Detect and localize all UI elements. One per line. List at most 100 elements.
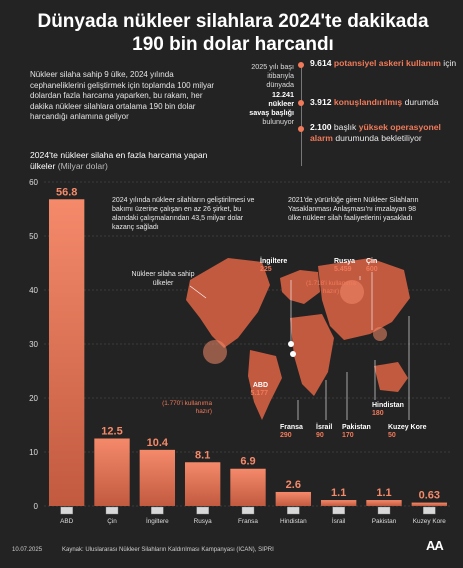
bar — [184, 462, 221, 506]
side-stat-number: 12.241 — [272, 89, 294, 99]
map-label-value: 5.459 — [334, 266, 352, 274]
x-tick-label: ABD — [60, 518, 74, 525]
map-label-value: 90 — [316, 432, 324, 440]
map-label-name: ABD — [252, 382, 268, 389]
side-stat-line: savaş başlığı — [249, 108, 294, 118]
world-map — [186, 258, 410, 420]
stat-item: 2.100 başlık yüksek operasyonel alarm du… — [310, 122, 460, 144]
y-axis-ticks: 0 10 20 30 40 50 60 — [29, 178, 38, 511]
y-tick-label: 30 — [29, 340, 38, 349]
stat-number: 2.100 — [310, 122, 332, 132]
timeline-dot — [298, 62, 304, 68]
stat-number: 3.912 — [310, 97, 332, 107]
map-label-value: 180 — [372, 410, 384, 418]
x-tick-label: Rusya — [194, 518, 213, 525]
chart-unit: (Milyar dolar) — [57, 161, 108, 171]
intro-text: Nükleer silaha sahip 9 ülke, 2024 yılınd… — [30, 70, 215, 122]
stat-highlight: konuşlandırılmış — [333, 97, 403, 107]
page-title: Dünyada nükleer silahlara 2024'te dakika… — [37, 11, 429, 55]
side-stat-line: dünyada — [266, 80, 294, 90]
map-label-israil: İsrail 90 — [316, 424, 332, 441]
stat-pre: başlık — [333, 122, 357, 132]
map-caption: Nükleer silaha sahip ülkeler — [131, 271, 195, 287]
flag-icon — [105, 506, 119, 515]
bars — [48, 199, 448, 506]
side-stat: 2025 yılı başı itibarıyla dünyada 12.241… — [234, 62, 294, 126]
side-stat-line: 2025 yılı başı — [251, 62, 294, 71]
stat-rest: durumunda bekletiliyor — [335, 133, 422, 143]
annotation-companies: 2024 yılında nükleer silahların geliştir… — [112, 197, 255, 231]
map-label-kuzey-kore: Kuzey Kore 50 — [388, 424, 427, 441]
stat-number: 9.614 — [310, 58, 332, 68]
y-tick-label: 0 — [34, 502, 39, 511]
map-asia — [318, 258, 410, 340]
flag-icon — [332, 506, 345, 515]
map-label-abd: ABD 5.177 — [198, 382, 268, 399]
annotation-treaty: 2021'de yürürlüğe giren Nükleer Silahlar… — [288, 197, 419, 222]
map-label-value: 225 — [260, 266, 272, 274]
map-label-hindistan: Hindistan 180 — [372, 402, 404, 419]
map-label-ingiltere: İngiltere 225 — [260, 258, 287, 275]
timeline-dot — [298, 100, 304, 106]
x-tick-label: Hindistan — [280, 518, 307, 525]
map-label-value: 5.177 — [250, 390, 268, 398]
map-label-name: Pakistan — [342, 424, 371, 431]
map-label-sub: (1.770'i kullanıma hazır) — [162, 400, 212, 416]
map-label-name: Kuzey Kore — [388, 424, 427, 431]
x-axis-labels: ABD Çin İngiltere Rusya Fransa Hindistan İsrai… — [60, 516, 446, 525]
flag-icon — [60, 506, 73, 515]
bar — [366, 500, 402, 506]
bar-value-label: 1.1 — [331, 487, 346, 499]
stat-item: 3.912 konuşlandırılmış durumda — [310, 97, 460, 108]
map-label-name: Çin — [366, 258, 378, 265]
y-tick-label: 40 — [29, 286, 38, 295]
y-tick-label: 60 — [29, 178, 38, 187]
map-label-value: 170 — [342, 432, 354, 440]
map-label-value: 50 — [388, 432, 396, 440]
bar — [230, 468, 266, 506]
x-tick-label: Pakistan — [372, 518, 397, 525]
map-label-name: Hindistan — [372, 402, 404, 409]
map-south-america — [248, 350, 282, 420]
bar-value-labels: 56.8 12.5 10.4 8.1 6.9 2.6 1.1 1.1 0.63 — [56, 186, 440, 501]
map-africa — [290, 314, 334, 396]
x-tick-label: Çin — [107, 518, 117, 525]
bar-value-label: 12.5 — [101, 426, 122, 438]
map-label-sub: (1.718'i kullanıma hazır) — [306, 280, 356, 296]
map-marker-rusya — [340, 280, 364, 304]
bar — [94, 438, 130, 506]
chart-title-text: 2024'te nükleer silaha en fazla harcama … — [30, 150, 208, 171]
bar-value-label: 10.4 — [147, 437, 169, 449]
flag-icon — [287, 506, 300, 515]
flag-icon — [196, 506, 209, 515]
map-label-cin: Çin 600 — [366, 258, 378, 275]
flag-icon — [241, 506, 255, 515]
bar-value-label: 56.8 — [56, 186, 77, 198]
bar — [275, 491, 312, 506]
x-tick-label: Kuzey Kore — [413, 518, 446, 525]
footer-date: 10.07.2025 — [12, 547, 43, 553]
leader-line — [189, 285, 207, 299]
side-stat-line: nükleer — [268, 98, 294, 108]
map-australia — [374, 362, 408, 392]
stat-rest: için — [443, 58, 457, 68]
map-label-name: İngiltere — [260, 258, 288, 265]
flags — [60, 506, 436, 515]
aa-logo: AA — [426, 538, 444, 553]
side-stat-line: bulunuyor — [262, 117, 294, 127]
map-label-value: 290 — [280, 432, 292, 440]
stat-rest: durumda — [404, 97, 439, 107]
map-marker-cin — [373, 327, 387, 341]
stat-item: 9.614 potansiyel askeri kullanım için — [310, 58, 460, 69]
x-tick-label: İsrail — [332, 516, 346, 525]
flag-icon — [151, 506, 164, 515]
map-label-name: Fransa — [280, 424, 303, 431]
map-label-name: Rusya — [334, 258, 356, 265]
map-label-abd-sub: (1.770'i kullanıma hazır) — [150, 400, 212, 417]
map-label-rusya-sub: (1.718'i kullanıma hazır) — [300, 280, 362, 297]
map-label-value: 600 — [366, 266, 378, 274]
bar-value-label: 2.6 — [286, 479, 301, 491]
map-label-rusya: Rusya 5.459 — [334, 258, 355, 275]
y-tick-label: 20 — [29, 394, 38, 403]
